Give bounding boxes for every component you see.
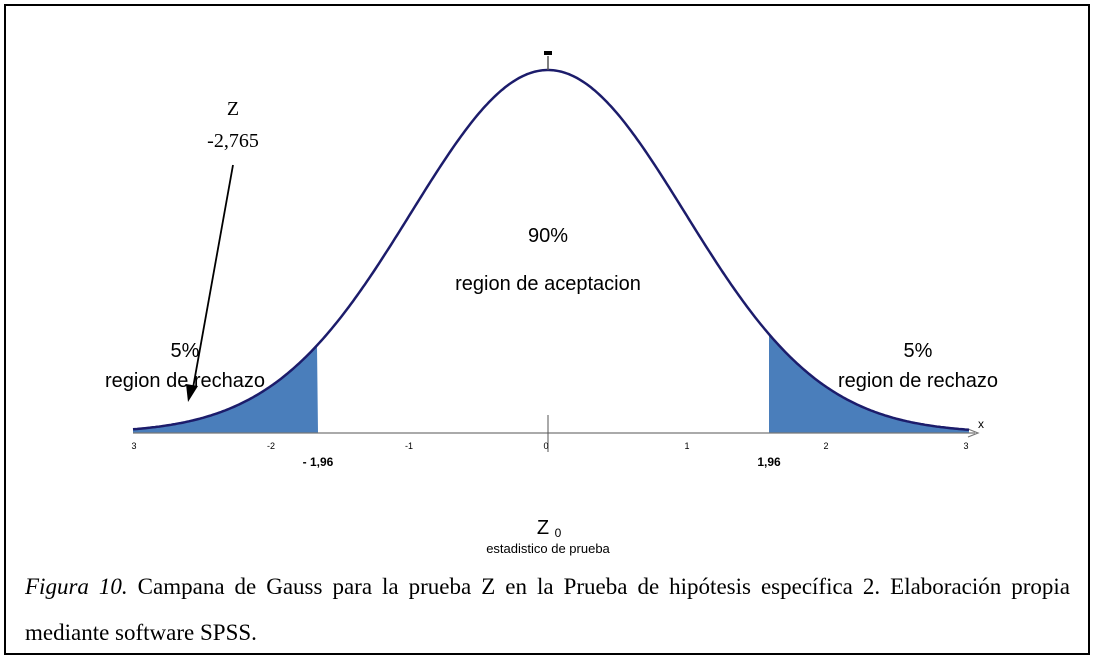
- tick-label: 2: [823, 441, 828, 451]
- statistic-symbol: Z: [537, 517, 549, 539]
- rejection-area-left: [133, 345, 318, 433]
- axis-label: x: [978, 417, 984, 431]
- caption-label: Figura 10.: [25, 574, 128, 599]
- caption: Figura 10. Campana de Gauss para la prue…: [25, 564, 1070, 656]
- annotation-value: -2,765: [207, 130, 259, 152]
- center-percent: 90%: [528, 225, 568, 247]
- right-percent: 5%: [904, 340, 933, 362]
- left-percent: 5%: [171, 340, 200, 362]
- annotation-arrow: [192, 164, 234, 389]
- right-label: region de rechazo: [838, 370, 998, 392]
- tick-label: -1: [405, 441, 413, 451]
- tick-label: 3: [963, 441, 968, 451]
- x-axis-arrow: [967, 428, 980, 438]
- peak-cap: [544, 51, 552, 55]
- tick-label: -2: [267, 441, 275, 451]
- tick-label: 1: [684, 441, 689, 451]
- caption-text: Campana de Gauss para la prueba Z en la …: [25, 574, 1071, 645]
- bell-curve: [132, 68, 970, 432]
- critical-right: 1,96: [757, 455, 781, 469]
- statistic-label: estadistico de prueba: [486, 541, 610, 556]
- tick-label: 3: [131, 441, 136, 451]
- tick-label: 0: [543, 441, 548, 451]
- annotation-symbol: Z: [227, 98, 239, 120]
- annotation-arrowhead: [186, 384, 198, 402]
- left-label: region de rechazo: [105, 370, 265, 392]
- center-label: region de aceptacion: [455, 273, 641, 295]
- rejection-area-right: [769, 334, 969, 433]
- figure-frame: [4, 4, 1090, 655]
- statistic-subscript: 0: [555, 526, 562, 540]
- critical-left: - 1,96: [303, 455, 334, 469]
